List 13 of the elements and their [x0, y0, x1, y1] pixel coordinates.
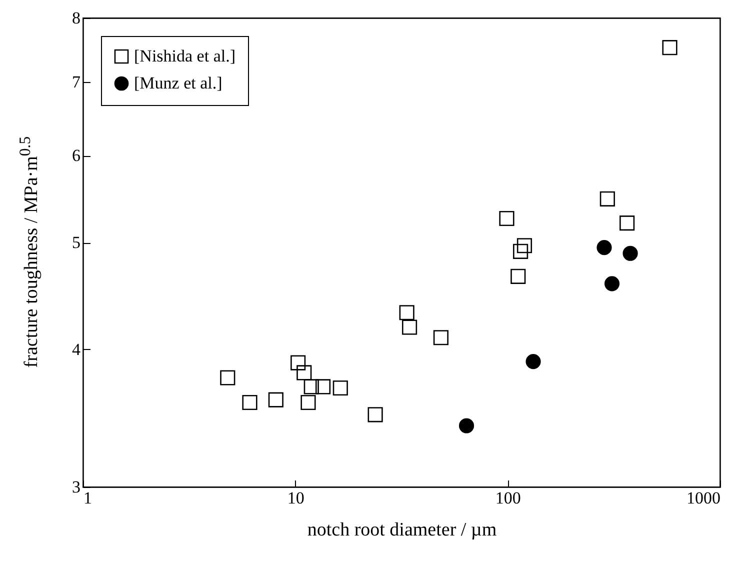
y-tick-label: 6 [72, 146, 80, 166]
x-tick-label: 100 [495, 488, 521, 508]
x-tick-label: 1 [84, 488, 92, 508]
y-tick-label: 5 [72, 233, 80, 252]
y-tick-label: 8 [72, 8, 80, 28]
x-tick-label: 10 [287, 488, 304, 508]
x-tick-label: 1000 [686, 488, 720, 508]
legend-label: [Munz et al.] [134, 74, 222, 92]
y-tick-label: 7 [72, 72, 81, 92]
legend-label: [Nishida et al.] [134, 46, 236, 66]
x-axis-title: notch root diameter / µm [307, 520, 497, 540]
y-tick-label: 4 [72, 340, 81, 359]
y-tick-label: 3 [72, 478, 80, 496]
